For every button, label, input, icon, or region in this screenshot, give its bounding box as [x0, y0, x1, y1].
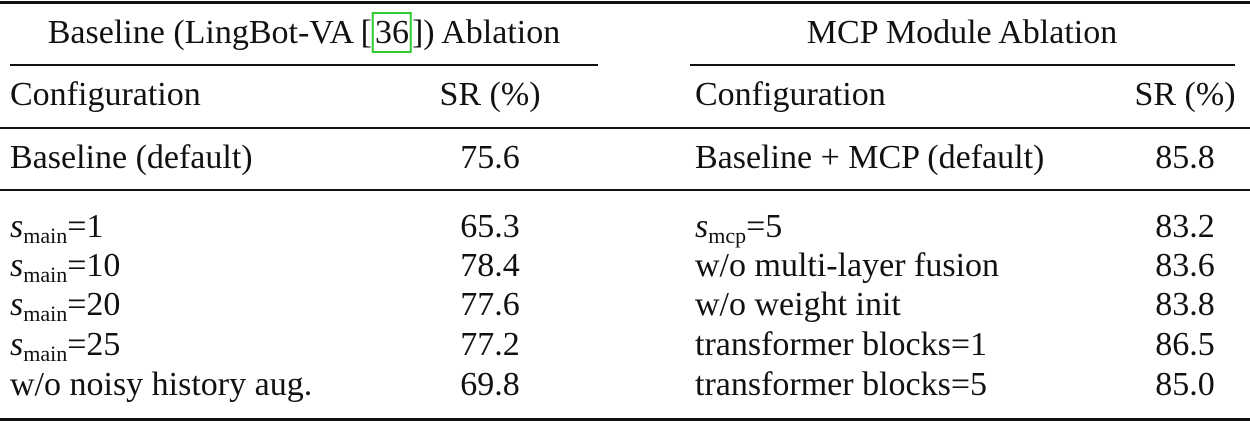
config-cell: Baseline (default) [10, 139, 253, 176]
sr-value: 85.8 [1155, 139, 1215, 176]
group-title: MCP Module Ablation [807, 13, 1117, 53]
sr-value: 83.6 [1155, 247, 1215, 284]
config-cell: Baseline + MCP (default) [695, 139, 1045, 176]
citation: 36 [371, 12, 412, 53]
config-cell: w/o weight init [695, 286, 901, 323]
bottom-rule [0, 418, 1250, 421]
variable: s [10, 208, 24, 245]
group-rule [690, 64, 1235, 66]
config-cell: smcp=5 [695, 207, 782, 247]
column-header: Configuration [695, 76, 886, 113]
config-cell: w/o noisy history aug. [10, 366, 313, 403]
config-cell: smain=1 [10, 207, 103, 247]
config-value: =20 [67, 286, 121, 323]
sr-value: 77.2 [460, 326, 520, 363]
config-cell: transformer blocks=5 [695, 366, 988, 403]
title-text: Baseline (LingBot-VA [ [47, 14, 372, 51]
sr-value: 86.5 [1155, 326, 1215, 363]
sr-value: 65.3 [460, 208, 520, 245]
variable: s [695, 208, 709, 245]
sr-value: 83.2 [1155, 208, 1215, 245]
config-cell: smain=10 [10, 246, 120, 286]
subscript: mcp [708, 223, 747, 248]
subscript: main [23, 341, 68, 366]
title-text: MCP Module Ablation [806, 14, 1118, 51]
variable: s [10, 326, 24, 363]
subscript: main [23, 301, 68, 326]
sr-value: 69.8 [460, 366, 520, 403]
column-header: Configuration [10, 76, 201, 113]
mid-rule [0, 189, 1250, 191]
subscript: main [23, 223, 68, 248]
header-rule [0, 127, 1250, 129]
column-header: SR (%) [1134, 76, 1236, 113]
config-value: =1 [67, 208, 104, 245]
config-value: =5 [746, 208, 783, 245]
sr-value: 83.8 [1155, 286, 1215, 323]
top-rule [0, 1, 1250, 4]
group-title: Baseline (LingBot-VA [36]) Ablation [47, 12, 561, 53]
sr-value: 75.6 [460, 139, 520, 176]
config-value: =10 [67, 247, 121, 284]
subscript: main [23, 262, 68, 287]
column-header: SR (%) [439, 76, 541, 113]
config-value: =25 [67, 326, 121, 363]
title-text: ]) Ablation [411, 14, 561, 51]
variable: s [10, 286, 24, 323]
config-cell: smain=20 [10, 285, 120, 325]
variable: s [10, 247, 24, 284]
config-cell: smain=25 [10, 325, 120, 365]
config-cell: transformer blocks=1 [695, 326, 988, 363]
sr-value: 78.4 [460, 247, 520, 284]
config-cell: w/o multi-layer fusion [695, 247, 1000, 284]
group-rule [10, 64, 598, 66]
sr-value: 77.6 [460, 286, 520, 323]
sr-value: 85.0 [1155, 366, 1215, 403]
